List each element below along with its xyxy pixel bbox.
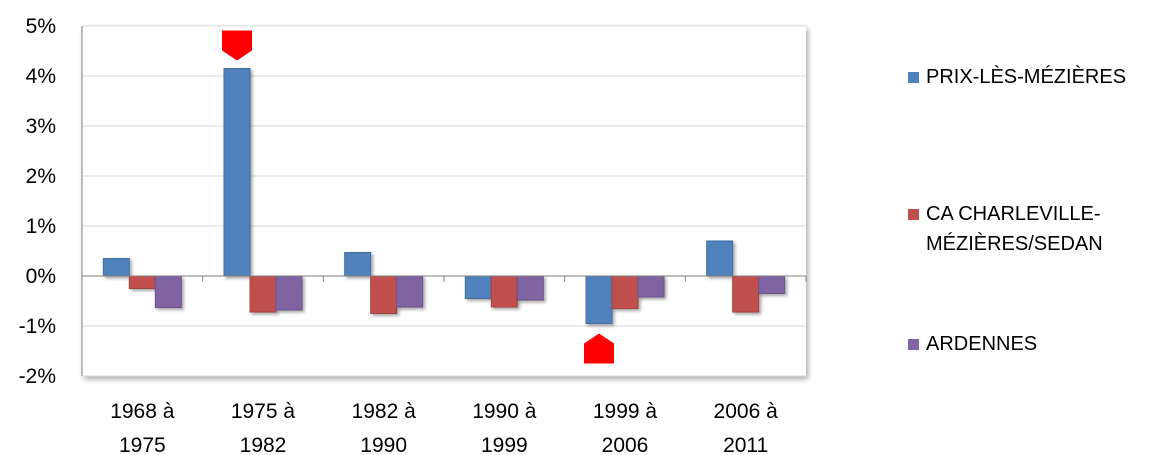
y-tick-label: -1% bbox=[19, 315, 56, 338]
x-category-labels: 1968 à 1975 1975 à 1982 1982 à 1990 1990 à 1999… bbox=[110, 400, 778, 455]
bar bbox=[637, 275, 665, 298]
bar bbox=[758, 275, 786, 294]
markers bbox=[222, 30, 614, 364]
legend-label: CA CHARLEVILLE- MÉZIÈRES/SEDAN bbox=[926, 203, 1103, 255]
y-tick-label: 1% bbox=[26, 215, 56, 238]
y-tick-label: -2% bbox=[19, 365, 56, 388]
gridlines bbox=[82, 25, 806, 377]
bar bbox=[732, 275, 760, 313]
legend-label-line: PRIX-LÈS-MÉZIÈRES bbox=[926, 65, 1126, 88]
bar bbox=[370, 275, 398, 314]
legend: PRIX-LÈS-MÉZIÈRES CA CHARLEVILLE- MÉZIÈRES… bbox=[908, 65, 1126, 355]
legend-label-line: CA CHARLEVILLE- bbox=[926, 203, 1101, 225]
bar bbox=[490, 275, 518, 308]
x-category-label-line: 1968 à bbox=[110, 400, 175, 423]
legend-label-line: ARDENNES bbox=[926, 333, 1037, 355]
x-category-label-line: 1982 à bbox=[352, 400, 417, 423]
highlight-marker bbox=[222, 30, 252, 61]
bar bbox=[275, 275, 303, 311]
x-category-label: 1990 à 1999 bbox=[472, 400, 537, 455]
highlight-marker bbox=[584, 333, 614, 364]
y-tick-label: 3% bbox=[26, 115, 56, 138]
bar bbox=[516, 275, 544, 301]
x-category-label-line: 1990 bbox=[360, 434, 407, 455]
bar bbox=[464, 275, 492, 299]
y-tick-label: 5% bbox=[26, 15, 56, 38]
x-category-label-line: 1999 à bbox=[593, 400, 658, 423]
bar bbox=[585, 275, 613, 324]
bar bbox=[396, 275, 424, 308]
x-category-label-line: 2006 à bbox=[714, 400, 779, 423]
legend-label-line: MÉZIÈRES/SEDAN bbox=[926, 232, 1103, 255]
x-category-label: 1999 à 2006 bbox=[593, 400, 658, 455]
y-tick-label: 0% bbox=[26, 265, 56, 288]
x-category-label: 2006 à 2011 bbox=[714, 400, 779, 455]
x-category-label-line: 1975 à bbox=[231, 400, 296, 423]
x-category-label-line: 1999 bbox=[481, 434, 528, 455]
plot-area bbox=[82, 26, 806, 376]
x-category-label: 1968 à 1975 bbox=[110, 400, 175, 455]
bar bbox=[611, 275, 639, 309]
legend-label: ARDENNES bbox=[926, 333, 1037, 355]
y-tick-label: 4% bbox=[26, 65, 56, 88]
x-category-label-line: 2011 bbox=[723, 434, 768, 455]
y-tick-label: 2% bbox=[26, 165, 56, 188]
bar bbox=[249, 275, 277, 313]
axes bbox=[81, 26, 807, 376]
bar bbox=[128, 275, 156, 289]
bar bbox=[154, 275, 182, 308]
bar bbox=[706, 240, 734, 277]
bar bbox=[223, 68, 251, 277]
y-tick-labels: 5% 4% 3% 2% 1% 0% -1% -2% bbox=[19, 15, 56, 388]
legend-swatch bbox=[908, 72, 919, 83]
legend-swatch bbox=[908, 209, 919, 220]
bars bbox=[102, 68, 786, 324]
legend-label: PRIX-LÈS-MÉZIÈRES bbox=[926, 65, 1126, 88]
x-category-label: 1975 à 1982 bbox=[231, 400, 296, 455]
x-category-label-line: 2006 bbox=[602, 434, 649, 455]
x-category-label-line: 1990 à bbox=[472, 400, 537, 423]
x-category-label: 1982 à 1990 bbox=[352, 400, 417, 455]
bar bbox=[344, 252, 372, 277]
bar bbox=[102, 258, 130, 277]
x-category-label-line: 1982 bbox=[240, 434, 287, 455]
legend-swatch bbox=[908, 339, 919, 350]
x-category-label-line: 1975 bbox=[119, 434, 166, 455]
